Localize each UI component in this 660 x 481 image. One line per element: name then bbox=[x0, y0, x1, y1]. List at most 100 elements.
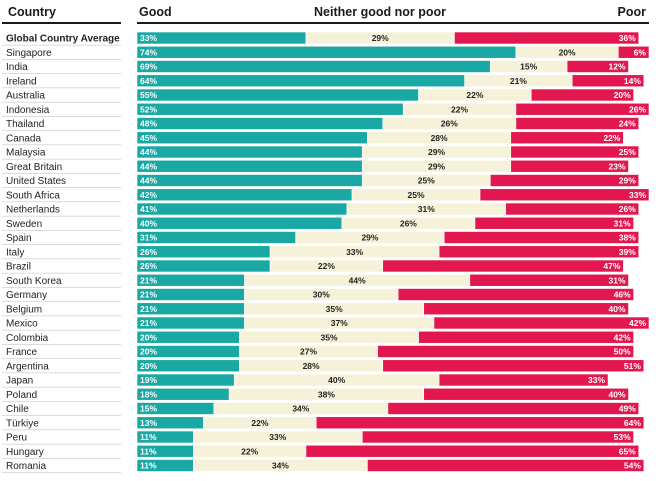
bar-poor-global-country-average bbox=[454, 31, 640, 45]
category-label-japan: Japan bbox=[6, 376, 33, 387]
category-label-mexico: Mexico bbox=[6, 319, 38, 330]
bar-poor-france bbox=[377, 345, 634, 358]
bar-good-india bbox=[136, 60, 491, 73]
value-label-good-chile: 15% bbox=[140, 404, 157, 414]
value-label-good-canada: 45% bbox=[140, 133, 157, 143]
value-label-poor-malaysia: 25% bbox=[619, 147, 636, 157]
value-label-neither-sweden: 26% bbox=[400, 218, 417, 228]
bar-poor-peru bbox=[361, 430, 634, 444]
category-label-south-korea: South Korea bbox=[6, 276, 62, 287]
bar-good-australia bbox=[136, 88, 419, 102]
value-label-neither-south-africa: 25% bbox=[408, 190, 425, 200]
bar-poor-hungary bbox=[305, 444, 640, 458]
bar-good-thailand bbox=[136, 117, 384, 130]
bar-poor-australia bbox=[530, 88, 634, 102]
category-label-hungary: Hungary bbox=[6, 447, 44, 458]
value-label-poor-brazil: 47% bbox=[603, 261, 620, 271]
bar-poor-canada bbox=[510, 131, 624, 145]
category-label-romania: Romania bbox=[6, 461, 46, 472]
category-label-argentina: Argentina bbox=[6, 361, 49, 372]
value-label-poor-india: 12% bbox=[609, 62, 626, 72]
value-label-neither-united-states: 25% bbox=[418, 176, 435, 186]
value-label-neither-indonesia: 22% bbox=[451, 104, 468, 114]
bar-poor-great-britain bbox=[510, 159, 629, 173]
value-label-poor-colombia: 42% bbox=[614, 332, 631, 342]
bar-good-malaysia bbox=[136, 145, 363, 159]
value-label-neither-chile: 34% bbox=[292, 404, 309, 414]
bar-poor-malaysia bbox=[510, 145, 640, 159]
value-label-good-t-rkiye: 13% bbox=[140, 418, 157, 428]
value-label-poor-spain: 38% bbox=[619, 233, 636, 243]
bar-good-great-britain bbox=[136, 159, 363, 173]
category-label-australia: Australia bbox=[6, 91, 45, 102]
value-label-good-south-korea: 21% bbox=[140, 275, 157, 285]
value-label-poor-sweden: 31% bbox=[614, 218, 631, 228]
category-label-united-states: United States bbox=[6, 176, 66, 187]
category-label-thailand: Thailand bbox=[6, 119, 44, 130]
bar-poor-chile bbox=[387, 402, 640, 415]
value-label-neither-argentina: 28% bbox=[303, 361, 320, 371]
value-label-poor-belgium: 40% bbox=[609, 304, 626, 314]
bar-good-united-states bbox=[136, 174, 363, 187]
category-label-spain: Spain bbox=[6, 233, 32, 244]
value-label-poor-ireland: 14% bbox=[624, 76, 641, 86]
bar-poor-united-states bbox=[489, 174, 640, 187]
value-label-neither-netherlands: 31% bbox=[418, 204, 435, 214]
neither-column-header: Neither good nor poor bbox=[314, 5, 446, 19]
value-label-good-global-country-average: 33% bbox=[140, 33, 157, 43]
value-label-poor-thailand: 24% bbox=[619, 119, 636, 129]
value-label-good-colombia: 20% bbox=[140, 332, 157, 342]
value-label-neither-colombia: 35% bbox=[320, 332, 337, 342]
value-label-good-india: 69% bbox=[140, 62, 157, 72]
value-label-good-great-britain: 44% bbox=[140, 161, 157, 171]
category-label-singapore: Singapore bbox=[6, 48, 52, 59]
value-label-good-united-states: 44% bbox=[140, 176, 157, 186]
value-label-neither-belgium: 35% bbox=[326, 304, 343, 314]
value-label-neither-global-country-average: 29% bbox=[372, 33, 389, 43]
category-label-belgium: Belgium bbox=[6, 304, 42, 315]
bar-good-sweden bbox=[136, 216, 343, 230]
bar-good-south-africa bbox=[136, 188, 353, 202]
value-label-poor-t-rkiye: 64% bbox=[624, 418, 641, 428]
header-rule-right bbox=[137, 22, 649, 24]
country-column-header: Country bbox=[8, 5, 56, 19]
bar-poor-italy bbox=[438, 245, 640, 259]
bar-poor-germany bbox=[397, 288, 634, 301]
value-label-neither-malaysia: 29% bbox=[428, 147, 445, 157]
bar-poor-sweden bbox=[474, 216, 634, 230]
value-label-neither-singapore: 20% bbox=[559, 47, 576, 57]
bar-good-spain bbox=[136, 231, 297, 244]
category-label-ireland: Ireland bbox=[6, 76, 37, 87]
value-label-poor-netherlands: 26% bbox=[619, 204, 636, 214]
value-label-good-france: 20% bbox=[140, 347, 157, 357]
value-label-poor-australia: 20% bbox=[614, 90, 631, 100]
value-label-neither-poland: 38% bbox=[318, 389, 335, 399]
value-label-poor-canada: 22% bbox=[603, 133, 620, 143]
value-label-good-poland: 18% bbox=[140, 389, 157, 399]
header-rule-left bbox=[2, 22, 121, 24]
value-label-good-japan: 19% bbox=[140, 375, 157, 385]
value-label-neither-mexico: 37% bbox=[331, 318, 348, 328]
value-label-poor-great-britain: 23% bbox=[609, 161, 626, 171]
bar-poor-romania bbox=[367, 459, 645, 472]
bar-poor-t-rkiye bbox=[315, 416, 645, 430]
category-label-south-africa: South Africa bbox=[6, 190, 60, 201]
value-label-good-italy: 26% bbox=[140, 247, 157, 257]
value-label-neither-great-britain: 29% bbox=[428, 161, 445, 171]
bar-poor-singapore bbox=[617, 45, 650, 59]
value-label-neither-ireland: 21% bbox=[510, 76, 527, 86]
bar-poor-south-africa bbox=[479, 188, 650, 202]
category-label-germany: Germany bbox=[6, 290, 47, 301]
value-label-good-peru: 11% bbox=[140, 432, 157, 442]
value-label-poor-south-korea: 31% bbox=[609, 275, 626, 285]
category-label-italy: Italy bbox=[6, 247, 24, 258]
value-label-poor-global-country-average: 36% bbox=[619, 33, 636, 43]
poor-column-header: Poor bbox=[617, 5, 646, 19]
value-label-good-thailand: 48% bbox=[140, 119, 157, 129]
bar-poor-mexico bbox=[433, 316, 650, 330]
value-label-neither-brazil: 22% bbox=[318, 261, 335, 271]
value-label-good-sweden: 40% bbox=[140, 218, 157, 228]
value-label-good-spain: 31% bbox=[140, 233, 157, 243]
bar-poor-colombia bbox=[418, 330, 634, 344]
